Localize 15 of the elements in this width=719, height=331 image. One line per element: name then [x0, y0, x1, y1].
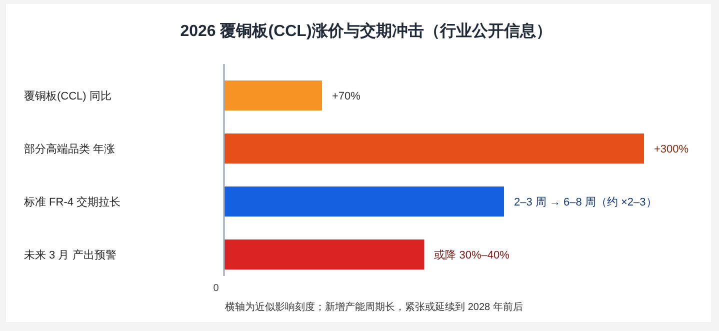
- data-label: +70%: [332, 90, 361, 102]
- data-label: +300%: [654, 144, 689, 156]
- annotation: 2–3 周 → 6–8 周（约 ×2–3）: [514, 196, 657, 208]
- y-tick-label: 标准 FR-4 交期拉长: [23, 196, 121, 208]
- bar: [224, 80, 322, 110]
- annotation: 或降 30%–40%: [434, 248, 510, 262]
- y-tick-label: 覆铜板(CCL) 同比: [24, 90, 112, 102]
- chart-title: 2026 覆铜板(CCL)涨价与交期冲击（行业公开信息）: [180, 21, 552, 40]
- text: 0: [213, 283, 220, 294]
- bar: [224, 186, 504, 216]
- y-tick-label: 未来 3 月 产出预警: [24, 248, 116, 262]
- bar: [224, 134, 644, 164]
- y-tick-label: 部分高端品类 年涨: [24, 142, 116, 156]
- bar: [224, 240, 424, 270]
- text: 横轴为近似影响刻度；新增产能周期长，紧张或延续到 2028 年前后: [225, 301, 523, 313]
